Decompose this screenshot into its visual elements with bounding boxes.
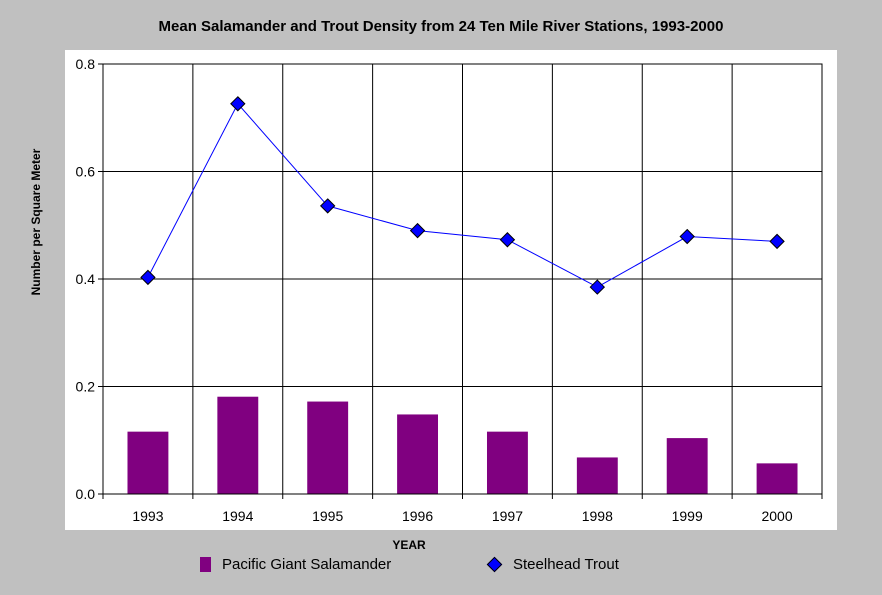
x-tick-label-4: 1997 [492,508,523,524]
trout-point-1997 [499,232,516,248]
y-tick-label-2: 0.4 [76,271,96,287]
y-tick-label-0: 0.0 [76,486,96,502]
trout-point-1993 [140,269,156,286]
bar-2000 [756,463,798,494]
x-tick-label-3: 1996 [402,508,433,524]
y-axis-label: Number per Square Meter [29,148,43,296]
x-tick-label-2: 1995 [312,508,343,524]
trout-point-1995 [319,198,336,214]
trout-point-1994 [230,96,246,112]
trout-point-1999 [679,228,695,245]
bar-1995 [307,401,349,494]
trout-point-1996 [409,222,426,239]
x-axis-label: YEAR [392,538,426,552]
trout-point-2000 [769,233,785,250]
x-tick-label-5: 1998 [582,508,613,524]
plot-frame [102,63,823,495]
legend-item-salamander: Pacific Giant Salamander [200,556,391,573]
legend-diamond-swatch [486,556,503,573]
y-tick-label-1: 0.2 [76,379,96,395]
x-tick-label-6: 1999 [672,508,703,524]
y-tick-label-4: 0.8 [76,56,96,72]
bar-1998 [576,457,618,494]
trout-point-1998 [589,279,606,295]
x-tick-label-1: 1994 [222,508,253,524]
bar-1993 [127,431,169,494]
legend-label-trout: Steelhead Trout [513,556,619,573]
y-tick-label-3: 0.6 [76,164,96,180]
legend: Pacific Giant Salamander Steelhead Trout [0,556,882,578]
chart-svg: 0.0 0.2 0.4 0.6 0.8 1993 1994 1995 1996 1997 1998 1… [76,56,823,524]
bar-1999 [666,438,708,494]
legend-label-salamander: Pacific Giant Salamander [222,556,392,573]
trout-line [147,102,778,288]
bar-1996 [397,414,439,494]
x-tick-label-0: 1993 [132,508,163,524]
bar-1994 [217,396,259,494]
legend-item-trout: Steelhead Trout [486,556,619,573]
bar-1997 [486,431,528,494]
legend-bar-swatch [200,557,211,572]
plot-area: 0.0 0.2 0.4 0.6 0.8 1993 1994 1995 1996 1997 1998 1… [65,50,837,530]
x-tick-label-7: 2000 [761,508,792,524]
chart-title: Mean Salamander and Trout Density from 2… [158,18,724,35]
